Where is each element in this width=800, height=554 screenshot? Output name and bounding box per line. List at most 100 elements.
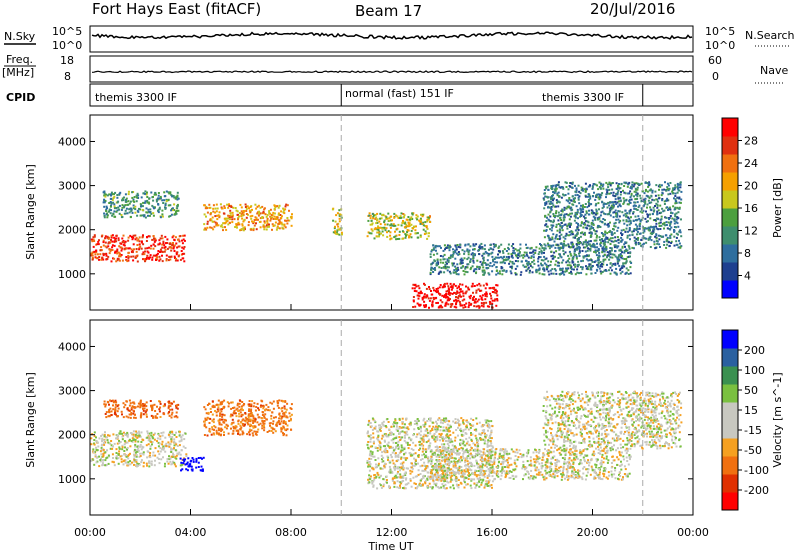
freq-right-tick-bottom: 0	[712, 70, 719, 83]
echo-cell	[570, 232, 573, 235]
echo-cell	[555, 235, 557, 238]
echo-cell	[430, 463, 432, 466]
echo-cell	[145, 258, 148, 260]
echo-cell	[579, 246, 581, 249]
echo-cell	[489, 244, 492, 246]
echo-cell	[334, 230, 337, 233]
echo-cell	[643, 228, 646, 231]
echo-cell	[140, 196, 143, 199]
cpid-segment-3: themis 3300 IF	[542, 91, 624, 104]
echo-cell	[560, 233, 563, 236]
echo-cell	[560, 222, 563, 224]
echo-cell	[127, 463, 130, 466]
echo-cell	[206, 404, 209, 406]
echo-cell	[616, 260, 619, 263]
echo-cell	[619, 187, 622, 190]
echo-cell	[102, 455, 105, 458]
echo-cell	[128, 399, 131, 402]
echo-cell	[502, 251, 505, 254]
echo-cell	[630, 186, 633, 188]
echo-cell	[204, 417, 207, 420]
echo-cell	[129, 200, 132, 203]
echo-cell	[552, 224, 555, 227]
echo-cell	[582, 256, 585, 259]
echo-cell	[240, 215, 243, 218]
echo-cell	[124, 240, 127, 243]
echo-cell	[485, 266, 488, 269]
echo-cell	[632, 205, 635, 208]
echo-cell	[263, 416, 266, 419]
echo-cell	[163, 250, 166, 253]
echo-cell	[207, 417, 210, 420]
echo-cell	[212, 210, 215, 213]
echo-cell	[168, 256, 171, 258]
echo-cell	[663, 240, 666, 243]
echo-cell	[285, 408, 288, 411]
echo-cell	[92, 245, 95, 248]
echo-cell	[510, 255, 513, 258]
echo-cell	[551, 187, 554, 190]
echo-cell	[232, 425, 235, 428]
echo-cell	[445, 293, 448, 295]
echo-cell	[620, 183, 623, 186]
echo-cell	[221, 413, 224, 416]
echo-cell	[567, 206, 570, 209]
echo-cell	[233, 409, 236, 412]
echo-cell	[391, 459, 394, 462]
echo-cell	[214, 207, 217, 210]
echo-cell	[586, 206, 589, 209]
echo-cell	[478, 267, 481, 270]
echo-cell	[148, 246, 151, 249]
echo-cell	[518, 255, 521, 258]
echo-cell	[271, 411, 274, 414]
echo-cell	[588, 224, 591, 227]
echo-cell	[598, 198, 601, 201]
echo-cell	[487, 263, 490, 266]
echo-cell	[145, 211, 148, 214]
echo-cell	[580, 189, 583, 192]
echo-cell	[116, 410, 119, 413]
echo-cell	[432, 253, 435, 256]
echo-cell	[290, 224, 293, 227]
echo-cell	[112, 461, 115, 464]
echo-cell	[378, 428, 381, 431]
echo-cell	[255, 433, 258, 436]
echo-cell	[517, 260, 520, 263]
echo-cell	[540, 244, 543, 247]
echo-cell	[585, 267, 588, 270]
echo-cell	[611, 264, 614, 267]
echo-cell	[464, 266, 467, 269]
echo-cell	[430, 263, 433, 266]
echo-cell	[588, 259, 591, 262]
echo-cell	[545, 202, 548, 205]
echo-cell	[235, 223, 238, 226]
echo-cell	[108, 202, 111, 204]
echo-cell	[549, 228, 551, 231]
echo-cell	[386, 451, 389, 454]
echo-cell	[224, 226, 226, 229]
echo-cell	[158, 408, 161, 411]
echo-cell	[565, 181, 568, 184]
echo-cell	[107, 245, 110, 248]
echo-cell	[451, 254, 454, 256]
echo-cell	[506, 258, 509, 261]
echo-cell	[274, 221, 277, 224]
echo-cell	[481, 294, 484, 297]
echo-cell	[231, 218, 234, 221]
echo-cell	[243, 226, 246, 229]
echo-cell	[263, 220, 266, 223]
echo-cell	[392, 223, 395, 226]
echo-cell	[645, 220, 648, 223]
echo-cell	[114, 409, 117, 412]
echo-cell	[611, 207, 614, 210]
echo-cell	[571, 244, 574, 247]
echo-cell	[169, 191, 172, 194]
echo-cell	[580, 204, 582, 207]
echo-cell	[397, 476, 400, 479]
echo-cell	[475, 271, 478, 274]
echo-cell	[157, 194, 160, 197]
echo-cell	[675, 240, 678, 243]
echo-cell	[584, 250, 587, 253]
echo-cell	[559, 225, 562, 228]
echo-cell	[371, 222, 374, 225]
